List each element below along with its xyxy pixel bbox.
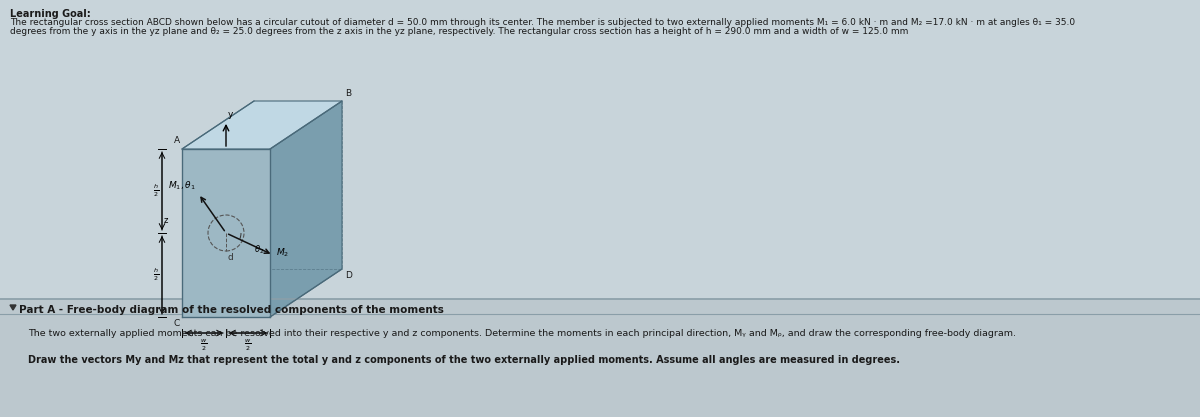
- Text: Part A - Free-body diagram of the resolved components of the moments: Part A - Free-body diagram of the resolv…: [19, 305, 444, 315]
- Text: $\frac{w}{2}$: $\frac{w}{2}$: [245, 338, 252, 353]
- Text: degrees from the y axis in the yz plane and θ₂ = 25.0 degrees from the z axis in: degrees from the y axis in the yz plane …: [10, 27, 908, 36]
- Text: B: B: [346, 89, 352, 98]
- Text: z: z: [164, 216, 168, 225]
- Bar: [0, 299, 1200, 417]
- Text: Learning Goal:: Learning Goal:: [10, 9, 91, 19]
- Text: $\frac{h}{2}$: $\frac{h}{2}$: [152, 267, 158, 283]
- Text: $\frac{h}{2}$: $\frac{h}{2}$: [152, 183, 158, 199]
- Text: $M_1, \theta_1$: $M_1, \theta_1$: [168, 179, 196, 192]
- Text: d: d: [228, 253, 234, 262]
- Text: The two externally applied moments can be resolved into their respective y and z: The two externally applied moments can b…: [28, 329, 1016, 338]
- Text: $\frac{w}{2}$: $\frac{w}{2}$: [200, 338, 208, 353]
- Text: y: y: [228, 110, 233, 119]
- Text: Draw the vectors My and Mz that represent the total y and z components of the tw: Draw the vectors My and Mz that represen…: [28, 355, 900, 365]
- Polygon shape: [182, 101, 342, 149]
- Polygon shape: [270, 101, 342, 317]
- Text: D: D: [346, 271, 352, 280]
- Polygon shape: [182, 149, 270, 317]
- Text: $M_2$: $M_2$: [276, 247, 289, 259]
- Text: C: C: [174, 319, 180, 328]
- Polygon shape: [10, 305, 16, 310]
- Text: The rectangular cross section ABCD shown below has a circular cutout of diameter: The rectangular cross section ABCD shown…: [10, 18, 1075, 27]
- Text: $\theta_2$: $\theta_2$: [254, 243, 264, 256]
- Text: A: A: [174, 136, 180, 145]
